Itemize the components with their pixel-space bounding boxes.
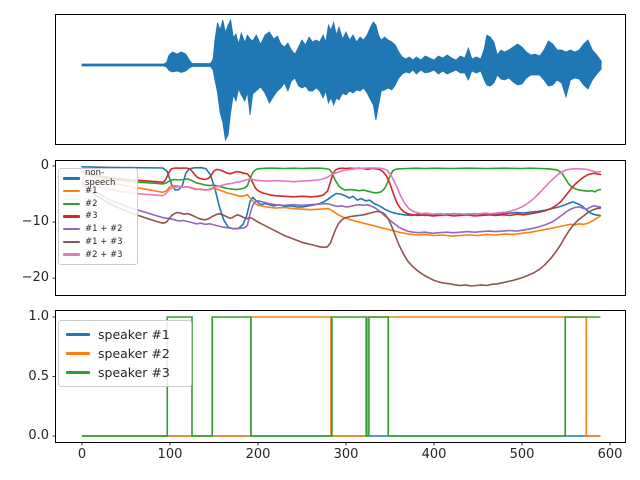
x-tick-label: 300 — [333, 447, 359, 462]
legend-entry-speaker-1: speaker #1 — [66, 325, 184, 344]
series-#1 + #2 — [81, 180, 602, 235]
line-sample-1 — [63, 189, 80, 193]
series-speaker #3 — [82, 316, 601, 437]
activity-plot — [52, 316, 611, 446]
waveform-plot — [81, 18, 602, 142]
x-tick-label: 600 — [597, 447, 623, 462]
series-#2 + #3 — [81, 167, 602, 216]
line-sample-1-2 — [63, 227, 80, 231]
series-#1 + #3 — [81, 183, 602, 287]
legend-label: #3 — [85, 211, 98, 222]
legend-entry-3: #3 — [63, 210, 133, 222]
line-sample-2-3 — [63, 253, 80, 256]
legend-entry-2-3: #2 + #3 — [63, 249, 133, 261]
y-tick-label: 0.5 — [28, 368, 49, 384]
series-non-speech — [81, 166, 602, 230]
legend-label: #2 — [85, 198, 98, 209]
activity-legend: speaker #1 speaker #2 speaker #3 — [58, 320, 192, 387]
likelihood-legend: non-speech #1 #2 #3 #1 + #2 #1 + #3 #2 +… — [58, 168, 138, 265]
legend-entry-speaker-2: speaker #2 — [66, 344, 184, 363]
line-sample-speaker-1 — [66, 333, 90, 336]
y-tick-label: −10 — [21, 214, 49, 230]
likelihood-plot — [52, 165, 602, 287]
legend-label: speaker #1 — [98, 327, 170, 342]
legend-entry-1-3: #1 + #3 — [63, 236, 133, 248]
legend-label: speaker #3 — [98, 365, 170, 380]
series-#2 — [81, 167, 602, 194]
line-sample-1-3 — [63, 240, 80, 244]
waveform-trace — [81, 18, 602, 142]
legend-label: non-speech — [85, 168, 116, 189]
y-tick-label: 0 — [40, 157, 49, 173]
legend-entry-1: #1 — [63, 185, 133, 197]
x-tick-label: 400 — [421, 447, 447, 462]
y-tick-label: 1.0 — [28, 308, 49, 324]
line-sample-3 — [63, 215, 80, 218]
line-sample-2 — [63, 202, 80, 205]
y-tick-label: 0.0 — [28, 428, 49, 444]
legend-label: #1 — [85, 186, 98, 197]
line-sample-speaker-3 — [66, 371, 90, 374]
x-tick-label: 100 — [157, 447, 183, 462]
likelihood-panel — [52, 160, 626, 296]
x-tick-label: 500 — [509, 447, 535, 462]
series-#3 — [81, 167, 602, 217]
waveform-panel — [55, 14, 626, 145]
x-tick-label: 200 — [245, 447, 271, 462]
legend-label: #2 + #3 — [85, 249, 123, 260]
line-sample-speaker-2 — [66, 352, 90, 355]
legend-label: speaker #2 — [98, 346, 170, 361]
legend-entry-1-2: #1 + #2 — [63, 223, 133, 235]
legend-entry-non-speech: non-speech — [63, 168, 133, 188]
y-tick-label: −20 — [21, 270, 49, 286]
x-tick-label: 0 — [77, 447, 87, 462]
legend-label: #1 + #2 — [85, 224, 123, 235]
activity-panel — [52, 310, 626, 446]
legend-label: #1 + #3 — [85, 236, 123, 247]
line-sample-non-speech — [63, 177, 80, 180]
legend-entry-speaker-3: speaker #3 — [66, 363, 184, 382]
legend-entry-2: #2 — [63, 198, 133, 210]
